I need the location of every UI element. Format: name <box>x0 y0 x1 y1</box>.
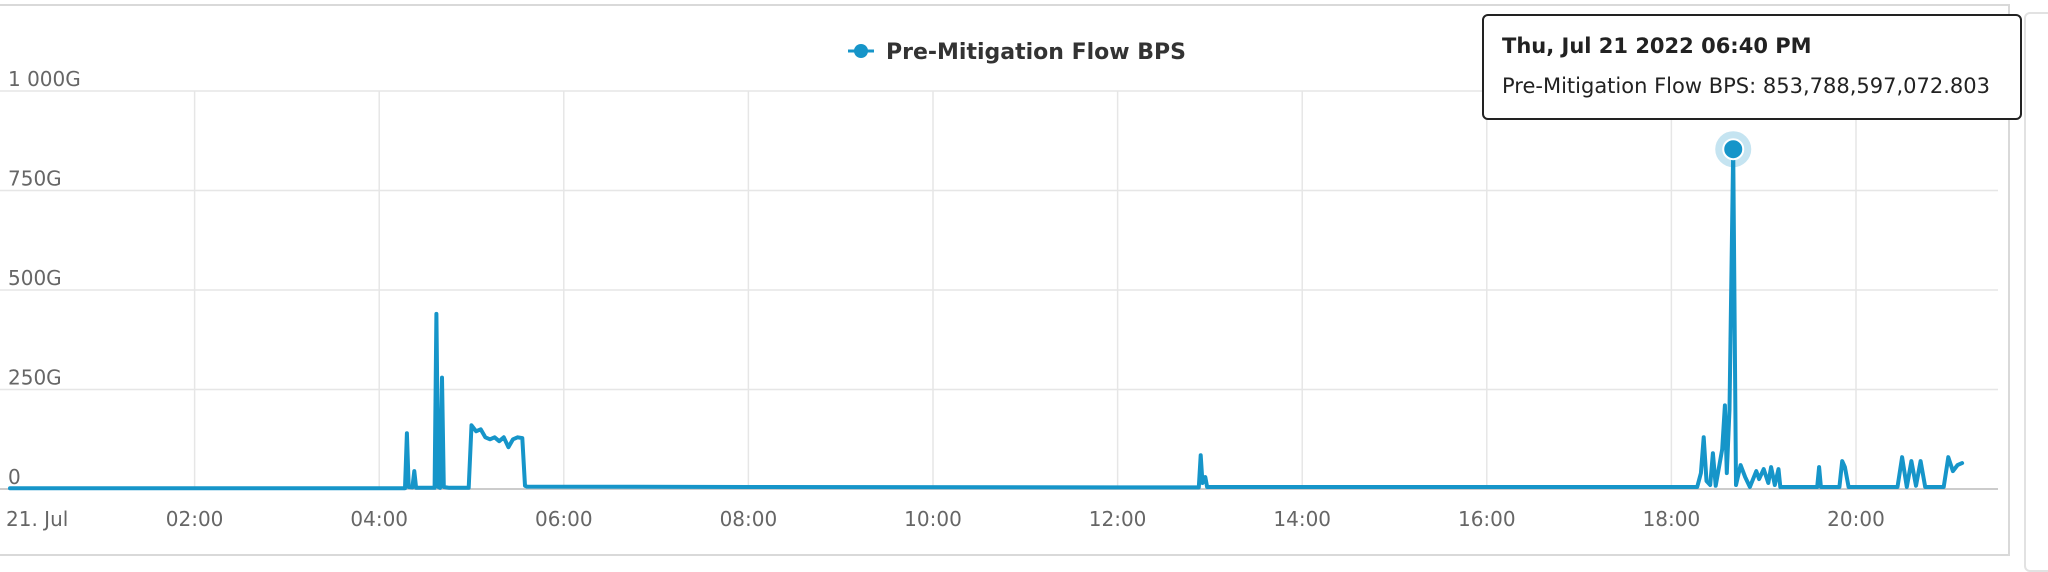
y-tick-label: 1 000G <box>8 67 81 91</box>
legend-marker-icon <box>854 44 868 58</box>
x-tick-label: 16:00 <box>1458 507 1516 531</box>
tooltip-series-label: Pre-Mitigation Flow BPS <box>1502 74 1750 98</box>
x-tick-label: 14:00 <box>1273 507 1331 531</box>
x-tick-label: 04:00 <box>350 507 408 531</box>
y-tick-label: 250G <box>8 366 62 390</box>
legend[interactable]: Pre-Mitigation Flow BPS <box>848 40 1186 65</box>
y-axis-labels: 0 250G 500G 750G 1 000G <box>8 67 81 489</box>
tooltip-title: Thu, Jul 21 2022 06:40 PM <box>1502 34 1812 58</box>
y-tick-label: 750G <box>8 167 62 191</box>
y-tick-label: 0 <box>8 465 21 489</box>
y-tick-label: 500G <box>8 266 62 290</box>
x-tick-label: 06:00 <box>535 507 593 531</box>
x-tick-label: 02:00 <box>166 507 224 531</box>
y-gridlines <box>0 90 1998 391</box>
highlight-point[interactable] <box>1722 138 1745 161</box>
legend-item-label[interactable]: Pre-Mitigation Flow BPS <box>886 40 1186 65</box>
tooltip-value: 853,788,597,072.803 <box>1762 74 1990 98</box>
x-axis-labels: 21. Jul 02:00 04:00 06:00 08:00 10:00 12:00 14:… <box>6 507 1885 531</box>
x-gridlines <box>193 91 1857 489</box>
series-line[interactable] <box>8 147 1965 491</box>
x-tick-label: 21. Jul <box>6 507 68 531</box>
tooltip: Thu, Jul 21 2022 06:40 PM Pre-Mitigation… <box>1482 14 2022 120</box>
x-tick-label: 12:00 <box>1089 507 1147 531</box>
x-tick-label: 20:00 <box>1827 507 1885 531</box>
x-tick-label: 08:00 <box>720 507 778 531</box>
series-group <box>8 147 1965 491</box>
x-tick-label: 10:00 <box>904 507 962 531</box>
highlight-group <box>1715 131 1752 168</box>
tooltip-value-line: Pre-Mitigation Flow BPS: 853,788,597,072… <box>1502 74 1990 98</box>
x-tick-label: 18:00 <box>1643 507 1701 531</box>
